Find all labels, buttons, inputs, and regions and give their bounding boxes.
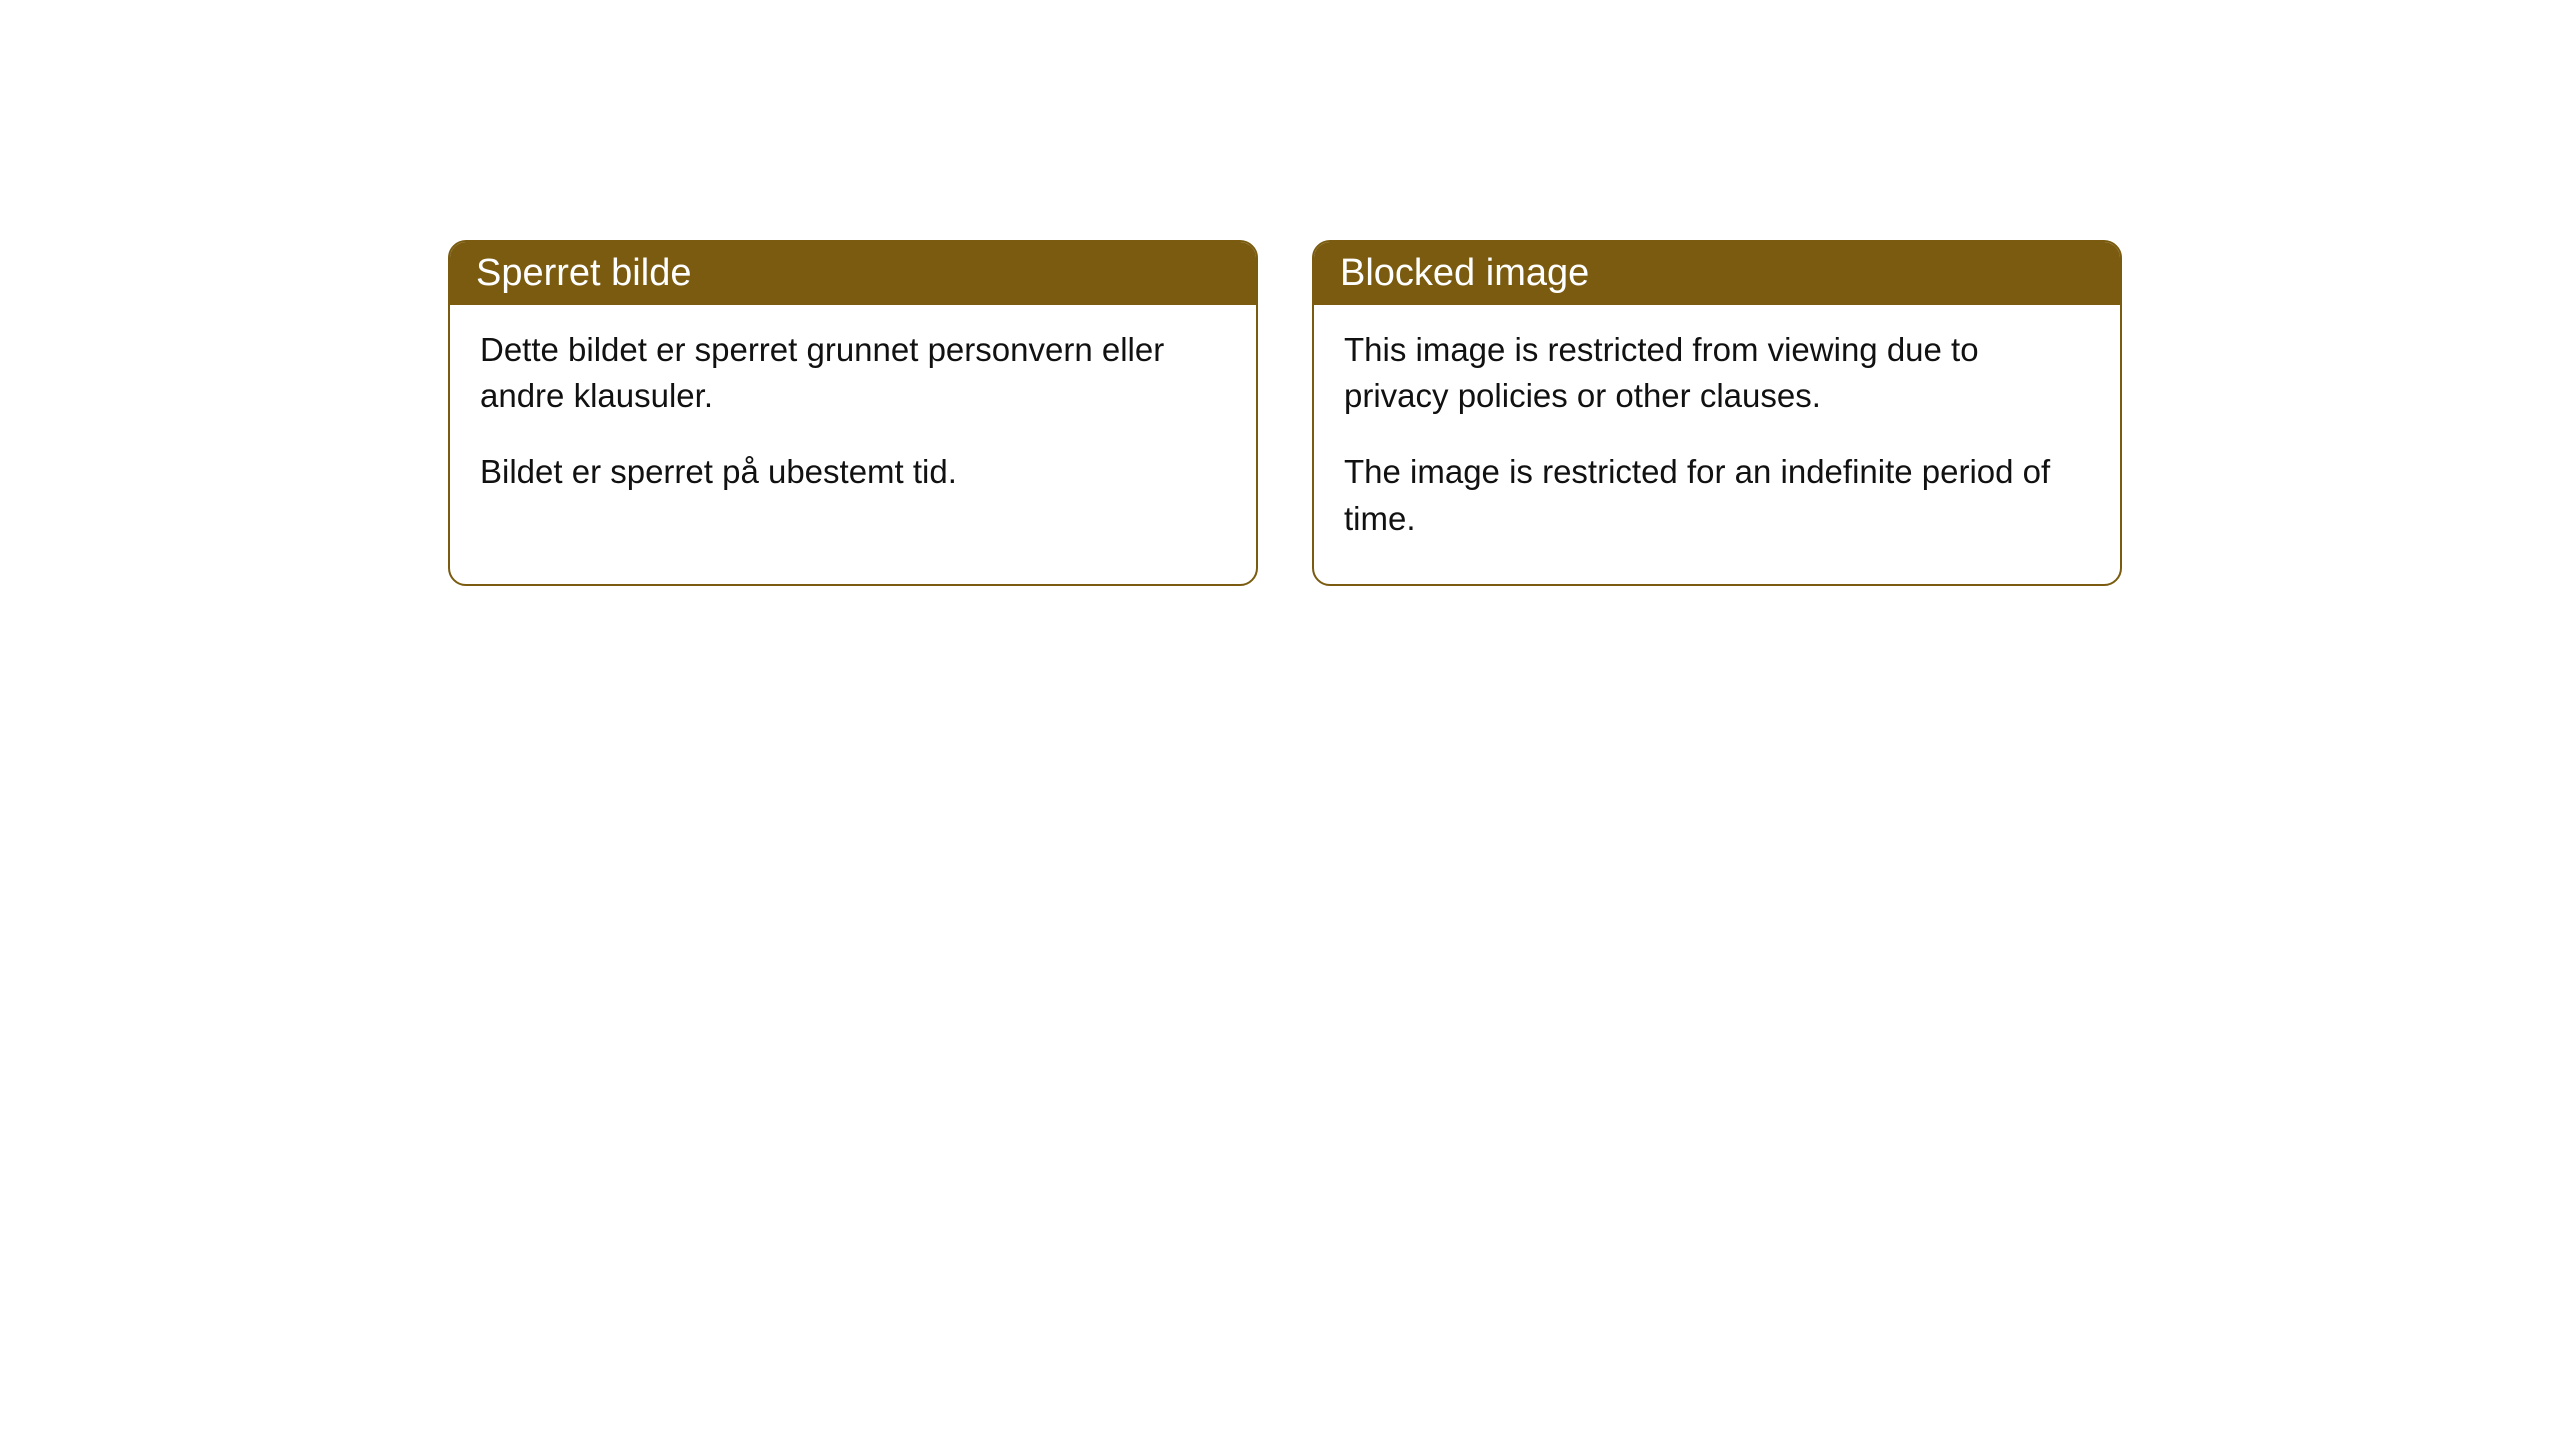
card-header-norwegian: Sperret bilde <box>450 242 1256 305</box>
blocked-image-card-english: Blocked image This image is restricted f… <box>1312 240 2122 586</box>
card-paragraph-2: Bildet er sperret på ubestemt tid. <box>480 449 1226 495</box>
blocked-image-card-norwegian: Sperret bilde Dette bildet er sperret gr… <box>448 240 1258 586</box>
card-body-norwegian: Dette bildet er sperret grunnet personve… <box>450 305 1256 538</box>
card-title: Sperret bilde <box>476 252 691 294</box>
card-body-english: This image is restricted from viewing du… <box>1314 305 2120 584</box>
card-paragraph-2: The image is restricted for an indefinit… <box>1344 449 2090 541</box>
card-paragraph-1: Dette bildet er sperret grunnet personve… <box>480 327 1226 419</box>
card-title: Blocked image <box>1340 252 1589 294</box>
cards-container: Sperret bilde Dette bildet er sperret gr… <box>448 240 2122 586</box>
card-header-english: Blocked image <box>1314 242 2120 305</box>
card-paragraph-1: This image is restricted from viewing du… <box>1344 327 2090 419</box>
